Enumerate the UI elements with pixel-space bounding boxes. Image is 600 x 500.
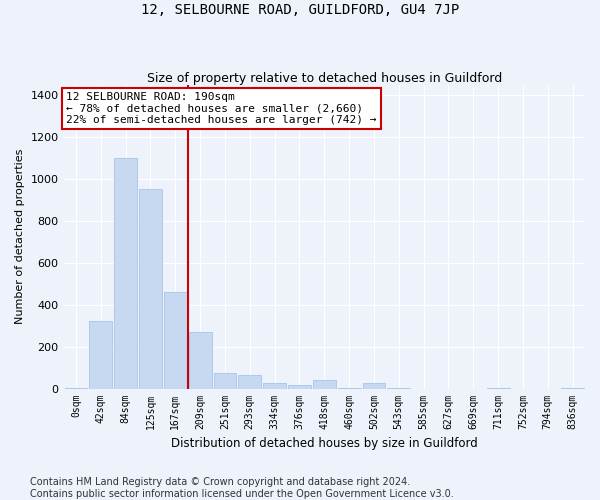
Title: Size of property relative to detached houses in Guildford: Size of property relative to detached ho…: [146, 72, 502, 85]
Bar: [313, 380, 335, 388]
Text: Contains HM Land Registry data © Crown copyright and database right 2024.
Contai: Contains HM Land Registry data © Crown c…: [30, 478, 454, 499]
Bar: [139, 190, 162, 388]
Bar: [164, 292, 187, 388]
X-axis label: Distribution of detached houses by size in Guildford: Distribution of detached houses by size …: [171, 437, 478, 450]
Text: 12, SELBOURNE ROAD, GUILDFORD, GU4 7JP: 12, SELBOURNE ROAD, GUILDFORD, GU4 7JP: [141, 2, 459, 16]
Bar: [114, 158, 137, 388]
Y-axis label: Number of detached properties: Number of detached properties: [15, 149, 25, 324]
Bar: [362, 384, 385, 388]
Bar: [238, 375, 261, 388]
Bar: [288, 386, 311, 388]
Bar: [188, 332, 212, 388]
Bar: [89, 322, 112, 388]
Bar: [263, 384, 286, 388]
Bar: [214, 373, 236, 388]
Text: 12 SELBOURNE ROAD: 190sqm
← 78% of detached houses are smaller (2,660)
22% of se: 12 SELBOURNE ROAD: 190sqm ← 78% of detac…: [66, 92, 377, 126]
